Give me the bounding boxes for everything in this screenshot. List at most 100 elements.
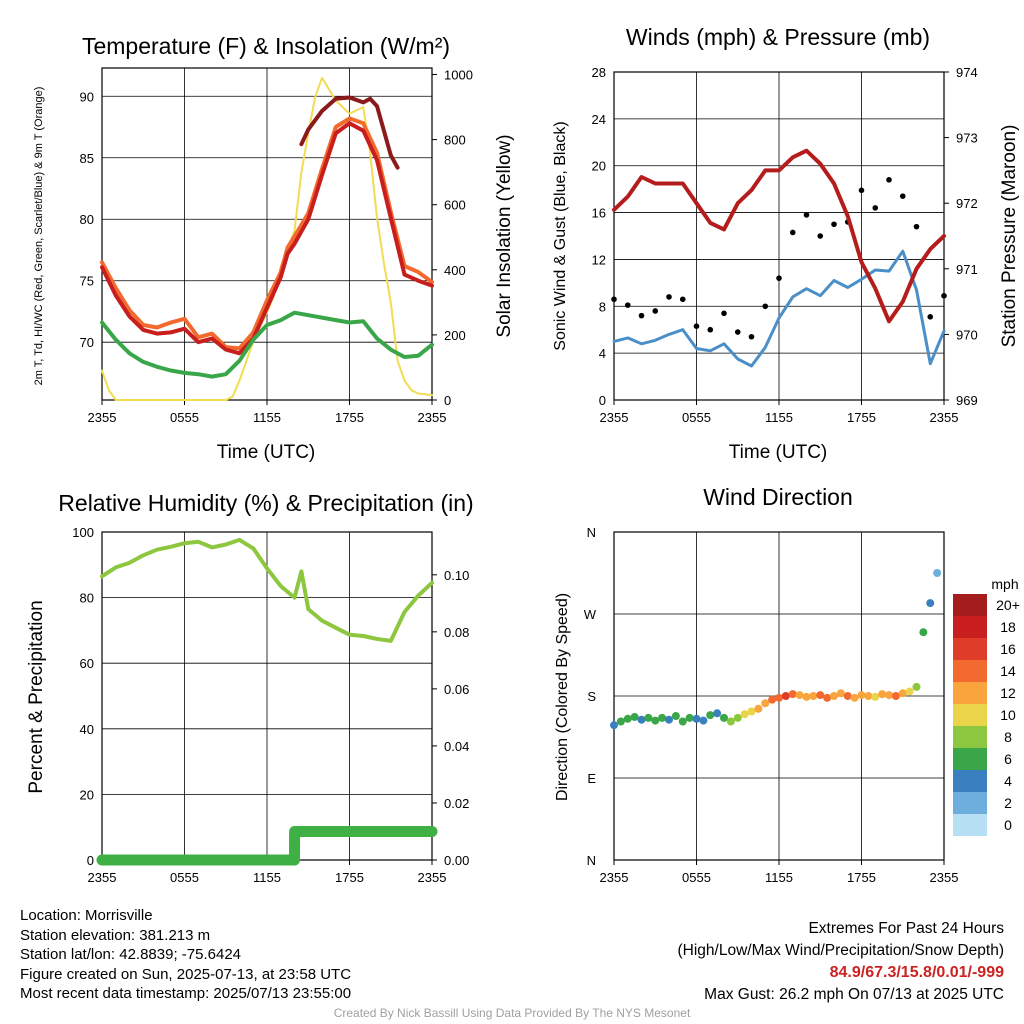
winds-xtick-label: 2355 [930,410,959,425]
rh-ytick-label: 0 [87,853,94,868]
wdir-point [823,693,832,702]
temp-ylabel-right: Solar Insolation (Yellow) [494,134,515,337]
max-gust-text: Max Gust: 26.2 mph On 07/13 at 2025 UTC [704,986,1004,1003]
winds-ytick-label: 20 [592,159,606,174]
legend-label: 8 [1004,729,1012,745]
gust-point [748,333,755,340]
rh-rtick-label: 0.04 [444,739,469,754]
wdir-point [671,712,680,721]
winds-ytick-label: 28 [592,65,606,80]
winds-rtick-label: 972 [956,196,978,211]
legend-swatch [953,792,987,814]
pressure-line [612,148,946,324]
wdir-point [775,693,783,702]
rh-panel-title: Relative Humidity (%) & Precipitation (i… [58,490,473,516]
wdir-point [857,691,866,700]
gust-point [638,312,645,319]
temp-series-line [299,95,400,170]
legend-label: 2 [1004,795,1012,811]
gust-point [721,310,727,317]
rh-xtick-label: 0555 [170,870,199,885]
temp-ylabel-left: 2m T, Td, HI/WC (Red, Green, Scarlet/Blu… [33,87,45,386]
wdir-point [933,569,942,577]
legend-label: 10 [1000,707,1016,723]
precip-line [96,826,438,866]
gust-point [803,212,810,218]
gust-point [652,308,659,314]
wdir-point [795,691,804,700]
wdir-point [871,692,880,701]
rh-xtick-label: 2355 [418,870,447,885]
legend-label: 18 [1000,619,1016,635]
location-text: Location: Morrisville [20,907,153,924]
winds-xtick-label: 1155 [765,410,793,425]
wdir-point [816,691,825,700]
wdir-point [740,710,749,719]
wdir-point [733,713,742,722]
gust-point [858,187,865,194]
wdir-panel-title: Wind Direction [703,484,853,510]
winds-ytick-label: 16 [592,206,606,221]
temp-rtick-label: 600 [444,198,466,213]
wdir-point [692,714,701,723]
created-text: Figure created on Sun, 2025-07-13, at 23… [20,965,352,983]
temp-ytick-label: 90 [80,89,94,104]
wdir-point [699,716,708,725]
legend-label: 20+ [996,597,1020,613]
temp-rtick-label: 0 [444,393,451,408]
wdir-point [610,721,618,730]
wdir-point [926,599,935,608]
winds-xlabel: Time (UTC) [729,442,828,463]
temp-ytick-label: 70 [80,335,94,350]
rh-ytick-label: 80 [80,591,94,606]
wdir-point [802,692,811,701]
winds-rtick-label: 971 [956,262,978,277]
wdir-point [713,709,722,718]
rh-line [100,537,434,643]
winds-ytick-label: 8 [599,299,606,314]
wdir-point [665,715,673,724]
temp-panel-title: Temperature (F) & Insolation (W/m²) [82,33,450,59]
speed-color-legend: mph 20+ 18 16 14 12 10 8 6 4 2 0 [953,576,1020,836]
gust-point [899,193,906,199]
legend-swatch [953,638,987,660]
winds-ytick-label: 12 [592,252,606,267]
gust-point [624,302,631,308]
recent-data-text: Most recent data timestamp: 2025/07/13 2… [20,985,352,1002]
rh-rtick-label: 0.00 [444,853,469,868]
wdir-plot: N W S E N 2355 0555 1155 1755 2355 [584,525,959,885]
wdir-point [747,707,756,716]
temp-series-line [100,116,434,351]
temp-rtick-label: 400 [444,263,466,278]
wdir-point [864,692,873,700]
temp-xtick-label: 1755 [335,410,364,425]
extremes-box: Extremes For Past 24 Hours (High/Low/Max… [678,918,1005,1006]
wdir-point [905,687,914,696]
wdir-point [830,692,838,700]
gust-point [679,296,686,303]
wdir-point [616,717,625,726]
legend-swatch [953,660,987,682]
temp-rtick-label: 1000 [444,68,473,83]
latlon-text: Station lat/lon: 42.8839; -75.6424 [20,946,242,963]
wdir-xtick-label: 2355 [600,870,629,885]
wdir-point [836,689,845,698]
wdir-point [726,717,735,726]
gust-point [776,275,782,281]
legend-title: mph [991,576,1018,592]
temp-xtick-label: 2355 [88,410,117,425]
winds-rtick-label: 973 [956,131,978,146]
elevation-text: Station elevation: 381.213 m [20,926,211,944]
winds-rtick-label: 974 [956,65,978,80]
wdir-xtick-label: 2355 [930,870,959,885]
rh-rtick-label: 0.10 [444,568,469,583]
gust-point [831,221,837,228]
wdir-point [623,714,632,723]
legend-swatch [953,770,987,792]
wdir-point [781,692,790,700]
wdir-point [761,699,770,708]
wdir-point [706,711,715,720]
extremes-title: Extremes For Past 24 Hours [808,920,1004,937]
wdir-point [885,691,893,700]
gust-point [927,314,934,320]
